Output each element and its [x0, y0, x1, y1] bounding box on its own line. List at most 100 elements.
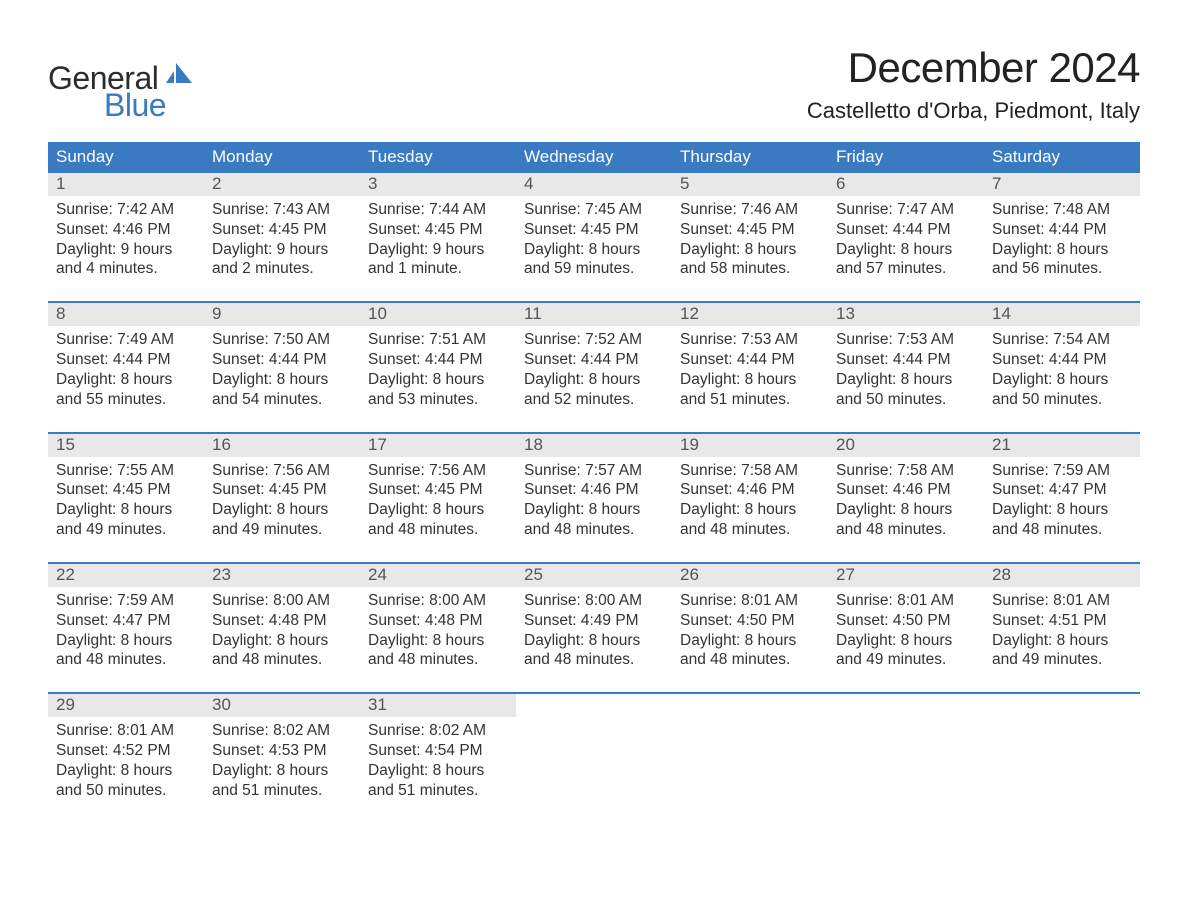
daylight-line-2: and 54 minutes.: [212, 390, 352, 410]
day-cell: 28Sunrise: 8:01 AMSunset: 4:51 PMDayligh…: [984, 564, 1140, 670]
day-cell: 20Sunrise: 7:58 AMSunset: 4:46 PMDayligh…: [828, 434, 984, 540]
daylight-line-1: Daylight: 8 hours: [212, 631, 352, 651]
daylight-line-2: and 48 minutes.: [680, 520, 820, 540]
daylight-line-1: Daylight: 9 hours: [368, 240, 508, 260]
day-body: Sunrise: 7:57 AMSunset: 4:46 PMDaylight:…: [516, 457, 672, 540]
day-cell: 24Sunrise: 8:00 AMSunset: 4:48 PMDayligh…: [360, 564, 516, 670]
weekday-monday: Monday: [204, 142, 360, 173]
daylight-line-2: and 52 minutes.: [524, 390, 664, 410]
daylight-line-2: and 51 minutes.: [680, 390, 820, 410]
day-cell: 27Sunrise: 8:01 AMSunset: 4:50 PMDayligh…: [828, 564, 984, 670]
day-number: 14: [984, 303, 1140, 326]
day-cell: 31Sunrise: 8:02 AMSunset: 4:54 PMDayligh…: [360, 694, 516, 800]
daylight-line-2: and 48 minutes.: [56, 650, 196, 670]
day-body: Sunrise: 7:48 AMSunset: 4:44 PMDaylight:…: [984, 196, 1140, 279]
sunset-line: Sunset: 4:44 PM: [212, 350, 352, 370]
day-cell: 11Sunrise: 7:52 AMSunset: 4:44 PMDayligh…: [516, 303, 672, 409]
daylight-line-2: and 56 minutes.: [992, 259, 1132, 279]
day-cell: 18Sunrise: 7:57 AMSunset: 4:46 PMDayligh…: [516, 434, 672, 540]
sunrise-line: Sunrise: 8:01 AM: [680, 591, 820, 611]
sunset-line: Sunset: 4:45 PM: [212, 220, 352, 240]
daylight-line-1: Daylight: 8 hours: [680, 500, 820, 520]
day-number: 22: [48, 564, 204, 587]
sunset-line: Sunset: 4:45 PM: [56, 480, 196, 500]
sunset-line: Sunset: 4:44 PM: [680, 350, 820, 370]
day-number: 3: [360, 173, 516, 196]
day-body: Sunrise: 8:00 AMSunset: 4:48 PMDaylight:…: [360, 587, 516, 670]
day-body: Sunrise: 7:59 AMSunset: 4:47 PMDaylight:…: [984, 457, 1140, 540]
daylight-line-1: Daylight: 8 hours: [836, 500, 976, 520]
daylight-line-1: Daylight: 8 hours: [992, 370, 1132, 390]
day-cell: 5Sunrise: 7:46 AMSunset: 4:45 PMDaylight…: [672, 173, 828, 279]
day-number: 31: [360, 694, 516, 717]
day-cell: 10Sunrise: 7:51 AMSunset: 4:44 PMDayligh…: [360, 303, 516, 409]
day-body: Sunrise: 8:01 AMSunset: 4:52 PMDaylight:…: [48, 717, 204, 800]
weekday-tuesday: Tuesday: [360, 142, 516, 173]
daylight-line-2: and 2 minutes.: [212, 259, 352, 279]
sunset-line: Sunset: 4:45 PM: [368, 220, 508, 240]
day-body: Sunrise: 7:53 AMSunset: 4:44 PMDaylight:…: [828, 326, 984, 409]
day-body: Sunrise: 7:46 AMSunset: 4:45 PMDaylight:…: [672, 196, 828, 279]
daylight-line-2: and 49 minutes.: [56, 520, 196, 540]
day-cell: 13Sunrise: 7:53 AMSunset: 4:44 PMDayligh…: [828, 303, 984, 409]
sunset-line: Sunset: 4:44 PM: [56, 350, 196, 370]
day-number: 16: [204, 434, 360, 457]
daylight-line-1: Daylight: 8 hours: [836, 370, 976, 390]
daylight-line-1: Daylight: 8 hours: [56, 631, 196, 651]
weekday-saturday: Saturday: [984, 142, 1140, 173]
sunrise-line: Sunrise: 7:48 AM: [992, 200, 1132, 220]
day-number: 12: [672, 303, 828, 326]
daylight-line-1: Daylight: 8 hours: [992, 240, 1132, 260]
day-body: Sunrise: 7:43 AMSunset: 4:45 PMDaylight:…: [204, 196, 360, 279]
daylight-line-1: Daylight: 8 hours: [368, 761, 508, 781]
day-cell: 2Sunrise: 7:43 AMSunset: 4:45 PMDaylight…: [204, 173, 360, 279]
sunset-line: Sunset: 4:50 PM: [680, 611, 820, 631]
week-row: 1Sunrise: 7:42 AMSunset: 4:46 PMDaylight…: [48, 173, 1140, 279]
day-cell: [828, 694, 984, 800]
sunset-line: Sunset: 4:48 PM: [212, 611, 352, 631]
daylight-line-2: and 48 minutes.: [212, 650, 352, 670]
sunrise-line: Sunrise: 7:56 AM: [212, 461, 352, 481]
day-body: Sunrise: 8:01 AMSunset: 4:50 PMDaylight:…: [828, 587, 984, 670]
daylight-line-1: Daylight: 8 hours: [56, 761, 196, 781]
day-body: Sunrise: 7:59 AMSunset: 4:47 PMDaylight:…: [48, 587, 204, 670]
day-number: 13: [828, 303, 984, 326]
daylight-line-2: and 48 minutes.: [992, 520, 1132, 540]
sunset-line: Sunset: 4:45 PM: [212, 480, 352, 500]
sunset-line: Sunset: 4:48 PM: [368, 611, 508, 631]
sunrise-line: Sunrise: 8:00 AM: [212, 591, 352, 611]
sunrise-line: Sunrise: 7:47 AM: [836, 200, 976, 220]
day-cell: 21Sunrise: 7:59 AMSunset: 4:47 PMDayligh…: [984, 434, 1140, 540]
day-body: Sunrise: 7:44 AMSunset: 4:45 PMDaylight:…: [360, 196, 516, 279]
day-cell: [672, 694, 828, 800]
weekday-header-row: Sunday Monday Tuesday Wednesday Thursday…: [48, 142, 1140, 173]
daylight-line-1: Daylight: 8 hours: [368, 500, 508, 520]
day-number: 29: [48, 694, 204, 717]
daylight-line-1: Daylight: 8 hours: [212, 500, 352, 520]
weekday-sunday: Sunday: [48, 142, 204, 173]
sunset-line: Sunset: 4:47 PM: [992, 480, 1132, 500]
daylight-line-1: Daylight: 8 hours: [836, 631, 976, 651]
day-number: 21: [984, 434, 1140, 457]
week-row: 8Sunrise: 7:49 AMSunset: 4:44 PMDaylight…: [48, 301, 1140, 409]
daylight-line-1: Daylight: 8 hours: [992, 631, 1132, 651]
sunrise-line: Sunrise: 8:01 AM: [992, 591, 1132, 611]
sunrise-line: Sunrise: 7:56 AM: [368, 461, 508, 481]
daylight-line-2: and 49 minutes.: [836, 650, 976, 670]
sunset-line: Sunset: 4:45 PM: [524, 220, 664, 240]
day-number: 26: [672, 564, 828, 587]
day-cell: 26Sunrise: 8:01 AMSunset: 4:50 PMDayligh…: [672, 564, 828, 670]
daylight-line-1: Daylight: 9 hours: [56, 240, 196, 260]
day-body: Sunrise: 7:45 AMSunset: 4:45 PMDaylight:…: [516, 196, 672, 279]
day-number: 5: [672, 173, 828, 196]
logo: General Blue: [48, 44, 194, 124]
daylight-line-2: and 48 minutes.: [680, 650, 820, 670]
day-cell: 19Sunrise: 7:58 AMSunset: 4:46 PMDayligh…: [672, 434, 828, 540]
sunrise-line: Sunrise: 8:01 AM: [56, 721, 196, 741]
sunset-line: Sunset: 4:45 PM: [368, 480, 508, 500]
daylight-line-2: and 59 minutes.: [524, 259, 664, 279]
daylight-line-1: Daylight: 8 hours: [992, 500, 1132, 520]
day-body: Sunrise: 8:01 AMSunset: 4:50 PMDaylight:…: [672, 587, 828, 670]
day-number: 23: [204, 564, 360, 587]
daylight-line-2: and 48 minutes.: [368, 520, 508, 540]
